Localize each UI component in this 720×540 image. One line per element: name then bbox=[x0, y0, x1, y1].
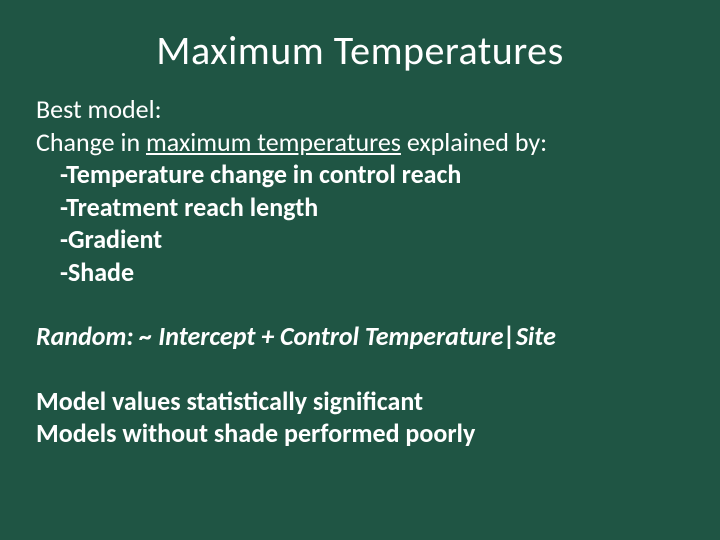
slide-body: Best model: Change in maximum temperatur… bbox=[30, 93, 690, 450]
bullet-item: -Shade bbox=[36, 256, 690, 289]
change-suffix: explained by: bbox=[401, 126, 547, 158]
best-model-label: Best model: bbox=[36, 93, 690, 126]
slide: Maximum Temperatures Best model: Change … bbox=[0, 0, 720, 540]
change-prefix: Change in bbox=[36, 126, 146, 158]
change-line: Change in maximum temperatures explained… bbox=[36, 126, 690, 159]
spacer bbox=[36, 288, 690, 320]
bullet-item: -Gradient bbox=[36, 223, 690, 256]
change-underlined: maximum temperatures bbox=[146, 126, 401, 158]
spacer bbox=[36, 353, 690, 385]
slide-title: Maximum Temperatures bbox=[30, 26, 690, 75]
closing-line: Model values statistically significant bbox=[36, 385, 690, 418]
bullet-item: -Treatment reach length bbox=[36, 191, 690, 224]
random-effects-line: Random: ~ Intercept + Control Temperatur… bbox=[36, 320, 690, 353]
closing-line: Models without shade performed poorly bbox=[36, 417, 690, 450]
bullet-item: -Temperature change in control reach bbox=[36, 158, 690, 191]
